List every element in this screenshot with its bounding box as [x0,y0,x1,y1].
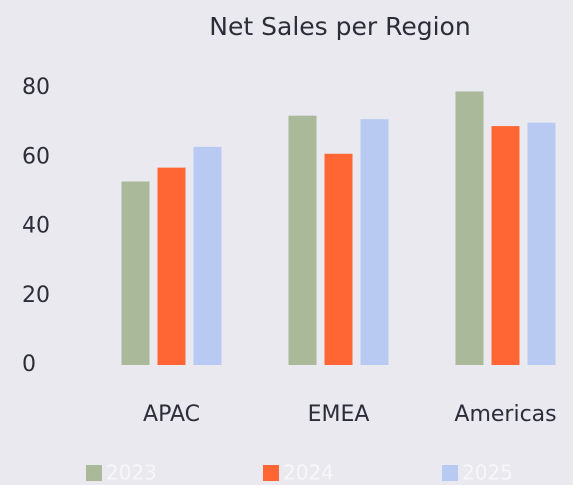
bar [121,181,150,365]
chart-title: Net Sales per Region [209,12,470,41]
legend-swatch [263,465,279,481]
legend-label: 2025 [462,461,513,485]
y-tick-label: 20 [22,283,50,308]
y-tick-label: 40 [22,214,50,239]
bar [360,119,389,365]
bar [157,167,186,365]
y-tick-label: 60 [22,144,50,169]
x-tick-label: APAC [143,402,200,427]
legend-swatch [86,465,102,481]
y-tick-label: 80 [22,75,50,100]
bar [288,115,317,365]
legend-swatch [442,465,458,481]
bar [324,153,353,365]
bar [527,122,556,365]
bar [491,126,520,366]
y-tick-label: 0 [22,352,36,377]
bar [193,146,222,365]
x-tick-label: Americas [454,402,556,427]
bar [455,91,484,366]
legend-label: 2023 [106,461,157,485]
legend-label: 2024 [283,461,334,485]
x-tick-label: EMEA [308,402,370,427]
